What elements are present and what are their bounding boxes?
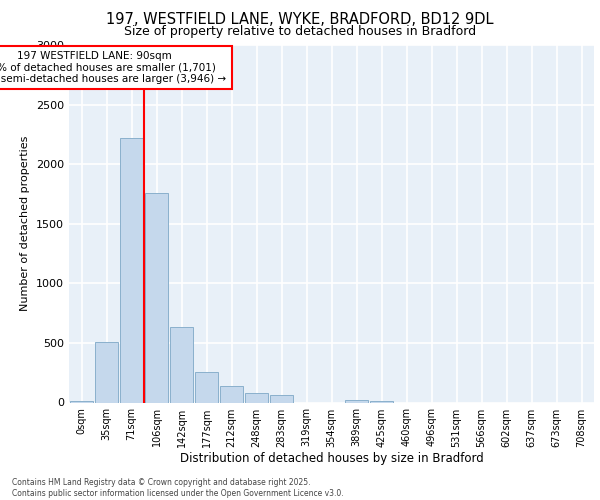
Bar	[70, 400, 94, 402]
Bar	[119, 138, 143, 402]
Bar	[145, 193, 169, 402]
Bar	[170, 328, 193, 402]
Bar	[95, 342, 118, 402]
Bar	[344, 400, 368, 402]
Text: 197 WESTFIELD LANE: 90sqm
← 30% of detached houses are smaller (1,701)
69% of se: 197 WESTFIELD LANE: 90sqm ← 30% of detac…	[0, 51, 227, 84]
Bar	[220, 386, 244, 402]
Y-axis label: Number of detached properties: Number of detached properties	[20, 136, 31, 312]
Bar	[245, 393, 268, 402]
Text: Size of property relative to detached houses in Bradford: Size of property relative to detached ho…	[124, 25, 476, 38]
X-axis label: Distribution of detached houses by size in Bradford: Distribution of detached houses by size …	[179, 452, 484, 466]
Text: 197, WESTFIELD LANE, WYKE, BRADFORD, BD12 9DL: 197, WESTFIELD LANE, WYKE, BRADFORD, BD1…	[106, 12, 494, 28]
Bar	[370, 400, 394, 402]
Bar	[194, 372, 218, 402]
Text: Contains HM Land Registry data © Crown copyright and database right 2025.
Contai: Contains HM Land Registry data © Crown c…	[12, 478, 344, 498]
Bar	[269, 396, 293, 402]
